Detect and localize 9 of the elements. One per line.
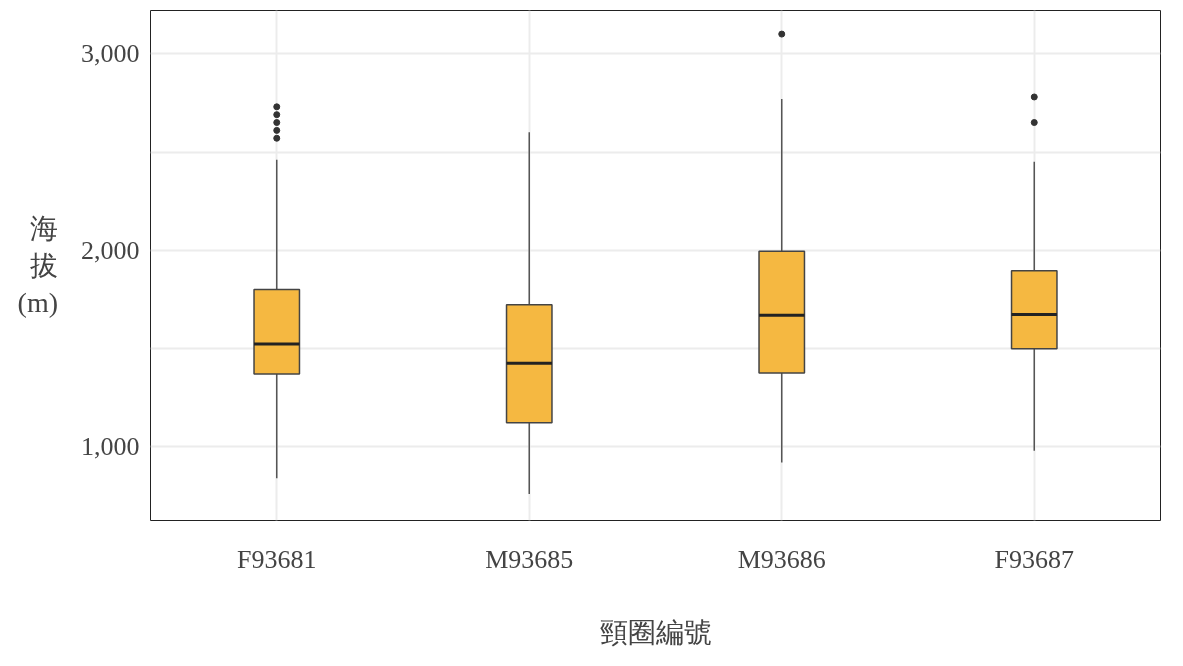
y-axis-title: 海拔(m) [17,212,59,319]
x-tick-label: F93681 [237,544,317,574]
x-tick-label: F93687 [994,544,1074,574]
y-tick-label: 1,000 [81,432,140,462]
x-axis-title: 頸圈編號 [599,616,712,648]
x-tick-label: M93686 [737,544,826,574]
x-tick-label: M93685 [485,544,574,574]
y-tick-label: 3,000 [81,39,140,69]
y-tick-label: 2,000 [81,235,140,265]
